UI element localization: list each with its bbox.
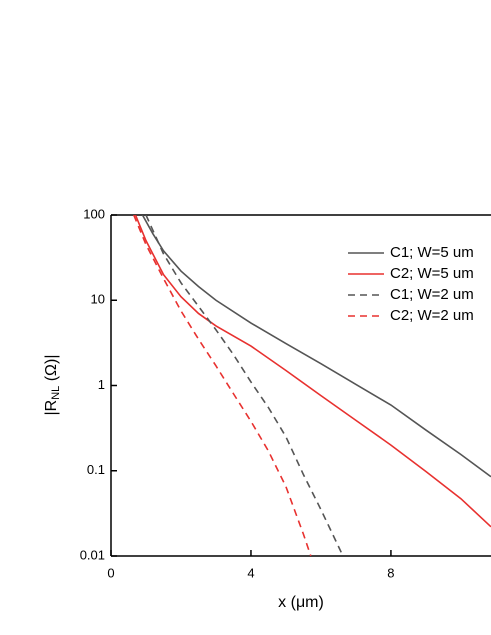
y-label-rest: (Ω)| (43, 355, 60, 386)
y-tick-label: 0.01 (80, 547, 105, 562)
y-tick-label: 0.1 (87, 462, 105, 477)
x-axis-label: x (μm) (278, 594, 324, 611)
series-line (141, 215, 491, 478)
y-label-main: |R (43, 400, 60, 416)
x-tick-label: 4 (247, 565, 254, 580)
series-line (133, 215, 312, 556)
y-label-sub: NL (50, 386, 62, 400)
legend-label: C1; W=2 um (390, 286, 474, 303)
y-tick-label: 1 (98, 377, 105, 392)
y-tick-label: 10 (91, 292, 105, 307)
y-axis-label: |RNL (Ω)| (43, 355, 62, 416)
x-tick-label: 8 (387, 565, 394, 580)
x-tick-label: 0 (107, 565, 114, 580)
series-line (145, 215, 344, 556)
y-tick-label: 100 (83, 206, 105, 221)
legend-label: C1; W=5 um (390, 244, 474, 261)
series-line (134, 215, 491, 528)
legend-label: C2; W=5 um (390, 265, 474, 282)
legend-label: C2; W=2 um (390, 307, 474, 324)
